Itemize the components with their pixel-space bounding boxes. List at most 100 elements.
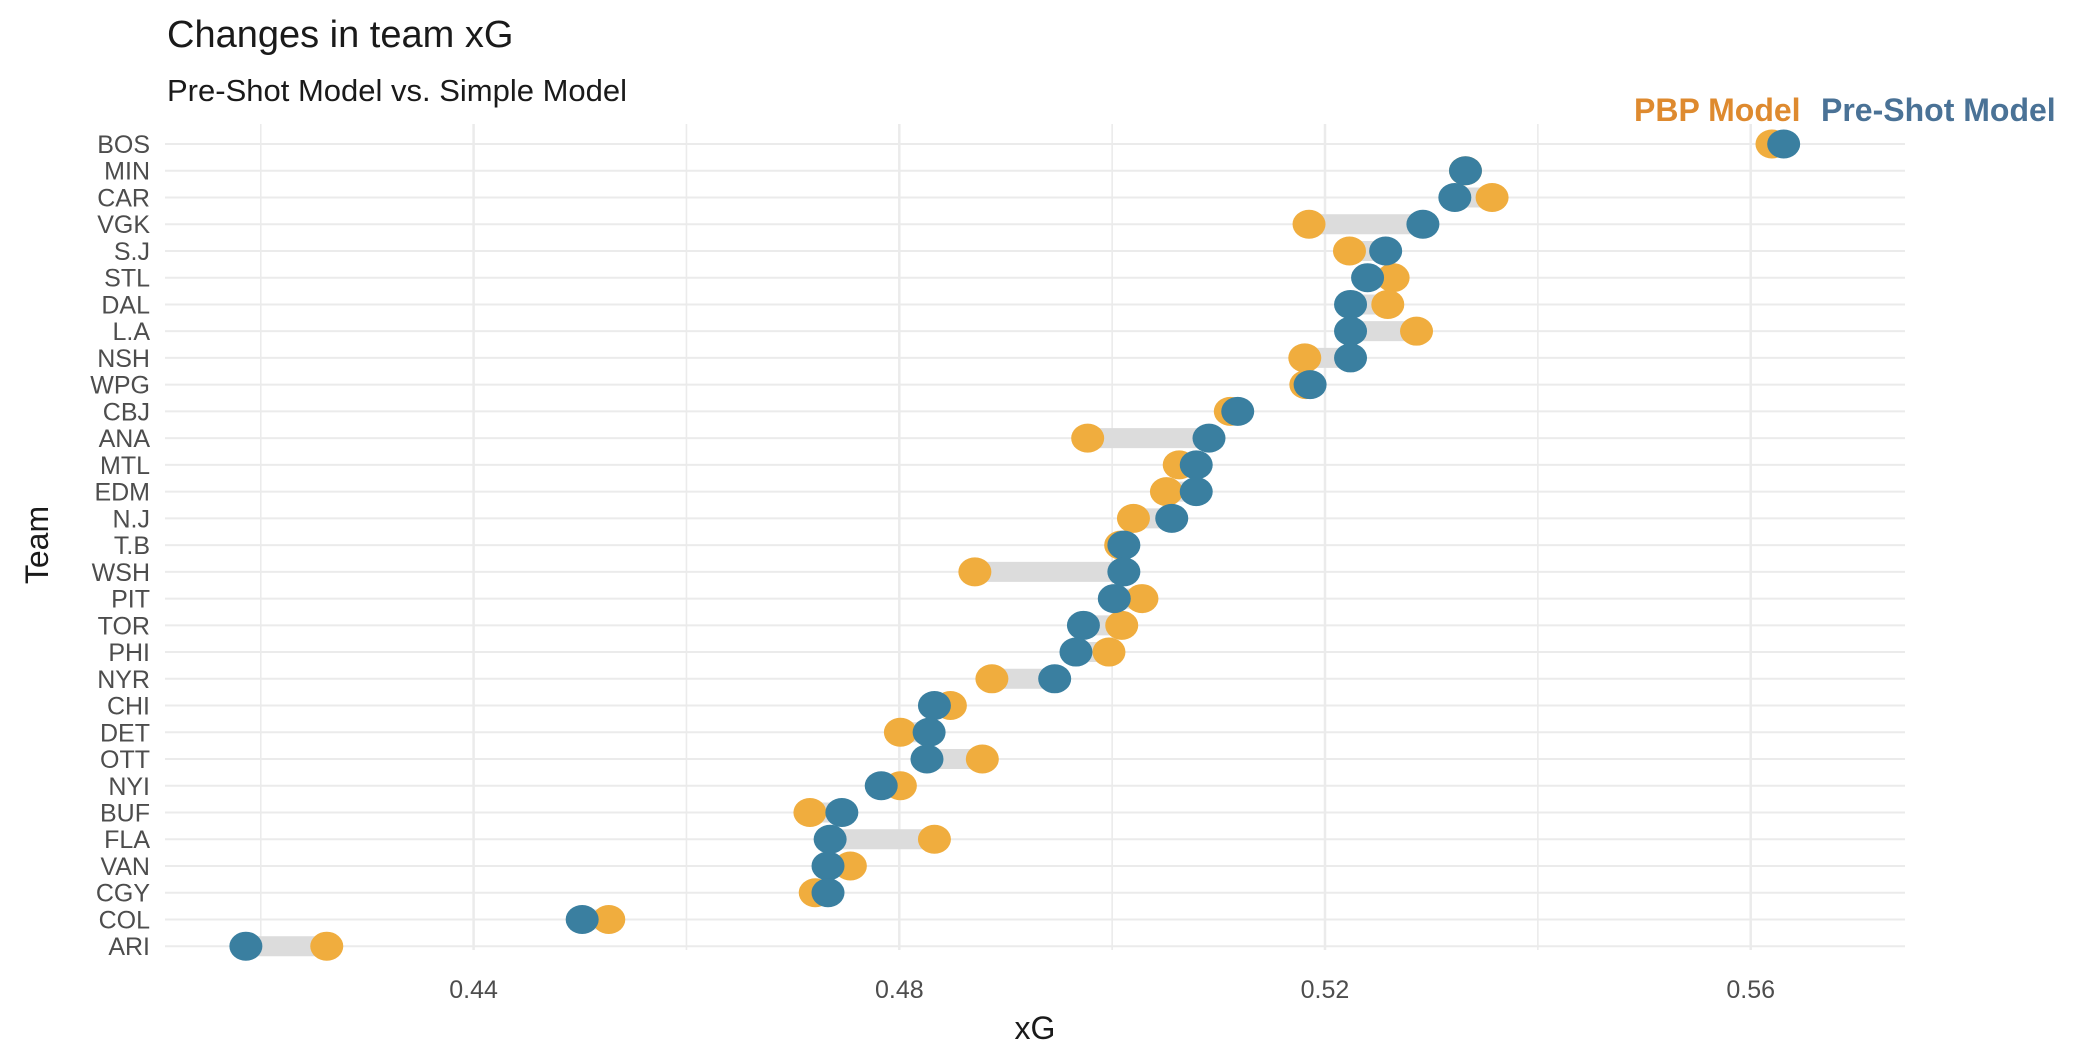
y-axis-tick-labels: BOSMINCARVGKS.JSTLDALL.ANSHWPGCBJANAMTLE…	[90, 131, 150, 961]
pbp-model-point	[958, 557, 992, 587]
pbp-model-point	[917, 824, 951, 854]
pre-shot-model-point	[1406, 209, 1440, 239]
pre-shot-model-point	[1369, 236, 1403, 266]
pre-shot-model-point	[1351, 263, 1385, 293]
y-tick-label: NSH	[97, 345, 150, 373]
y-tick-label: CAR	[97, 184, 150, 212]
pbp-model-point	[975, 664, 1009, 694]
pre-shot-model-point	[1293, 370, 1327, 400]
pre-shot-model-point	[910, 744, 944, 774]
pre-shot-model-point	[1192, 423, 1226, 453]
pbp-model-point	[883, 717, 917, 747]
pbp-model-point	[1105, 610, 1139, 640]
x-tick-label: 0.56	[1726, 976, 1775, 1004]
y-tick-label: EDM	[94, 479, 150, 507]
y-tick-label: STL	[104, 265, 150, 293]
pbp-model-point	[1092, 637, 1126, 667]
pbp-model-point	[1149, 477, 1183, 507]
y-tick-label: PHI	[108, 639, 150, 667]
pre-shot-model-point	[1221, 396, 1255, 426]
pre-shot-model-point	[1767, 129, 1801, 159]
y-tick-label: MIN	[104, 158, 150, 186]
y-tick-label: DET	[100, 719, 150, 747]
pre-shot-model-point	[1107, 530, 1141, 560]
pbp-model-point	[965, 744, 999, 774]
pre-shot-model-point	[1334, 289, 1368, 319]
pre-shot-model-point	[1066, 610, 1100, 640]
y-tick-label: COL	[99, 906, 151, 934]
pbp-model-point	[1332, 236, 1366, 266]
y-tick-label: FLA	[104, 826, 150, 854]
y-tick-label: NYI	[108, 773, 150, 801]
y-tick-label: CBJ	[103, 398, 150, 426]
grid-lines	[165, 124, 1905, 950]
legend-entry-pbp-model: PBP Model	[1634, 92, 1801, 128]
y-tick-label: N.J	[113, 505, 151, 533]
pbp-model-point	[1071, 423, 1105, 453]
pre-shot-model-point	[1107, 557, 1141, 587]
pre-shot-model-point	[1448, 156, 1482, 186]
pbp-model-point	[1371, 289, 1405, 319]
y-tick-label: OTT	[100, 746, 150, 774]
y-tick-label: TOR	[98, 612, 150, 640]
y-tick-label: VAN	[100, 853, 150, 881]
y-tick-label: WPG	[90, 372, 150, 400]
y-tick-label: CGY	[96, 880, 151, 908]
pre-shot-model-point	[1179, 450, 1213, 480]
y-tick-label: MTL	[100, 452, 150, 480]
y-tick-label: L.A	[112, 318, 150, 346]
x-tick-label: 0.48	[875, 976, 924, 1004]
y-tick-label: WSH	[92, 559, 150, 587]
pbp-model-point	[1376, 263, 1410, 293]
pre-shot-model-point	[917, 691, 951, 721]
pbp-model-point	[1288, 343, 1322, 373]
pre-shot-model-point	[1179, 477, 1213, 507]
y-tick-label: ANA	[99, 425, 151, 453]
pre-shot-model-point	[1334, 343, 1368, 373]
x-tick-label: 0.44	[449, 976, 498, 1004]
chart-subtitle: Pre-Shot Model vs. Simple Model	[167, 73, 627, 108]
pbp-model-point	[592, 904, 626, 934]
pre-shot-model-point	[811, 878, 845, 908]
pbp-model-point	[1400, 316, 1434, 346]
legend-entry-pre-shot-model: Pre-Shot Model	[1821, 92, 2056, 128]
y-tick-label: ARI	[108, 933, 150, 961]
x-axis-tick-labels: 0.44 0.48 0.52 0.56	[449, 976, 1775, 1004]
pre-shot-model-point	[1438, 182, 1472, 212]
pre-shot-model-point	[813, 824, 847, 854]
x-tick-label: 0.52	[1301, 976, 1350, 1004]
pre-shot-model-point	[1059, 637, 1093, 667]
y-tick-label: BUF	[100, 800, 150, 828]
pbp-model-point	[793, 798, 827, 827]
y-tick-label: NYR	[97, 666, 150, 694]
pre-shot-model-point	[229, 931, 263, 961]
pbp-model-point	[1475, 182, 1509, 212]
y-tick-label: CHI	[107, 693, 150, 721]
pre-shot-model-point	[864, 771, 898, 801]
y-tick-label: DAL	[101, 291, 150, 319]
pre-shot-model-point	[811, 851, 845, 881]
pbp-model-point	[1292, 209, 1326, 239]
pbp-model-point	[310, 931, 344, 961]
pre-shot-model-point	[1097, 584, 1131, 614]
pre-shot-model-points	[229, 129, 1801, 961]
y-tick-label: VGK	[97, 211, 150, 239]
y-tick-label: BOS	[97, 131, 150, 159]
y-tick-label: T.B	[114, 532, 150, 560]
pre-shot-model-point	[1038, 664, 1072, 694]
pre-shot-model-point	[1155, 503, 1189, 533]
chart-title: Changes in team xG	[167, 14, 513, 56]
pre-shot-model-point	[565, 904, 599, 934]
pbp-model-point	[1116, 503, 1150, 533]
y-tick-label: PIT	[111, 586, 150, 614]
y-tick-label: S.J	[114, 238, 150, 266]
y-axis-label: Team	[19, 506, 55, 584]
pre-shot-model-point	[825, 798, 859, 827]
legend: PBP Model Pre-Shot Model	[1634, 92, 2056, 128]
pbp-model-point	[1125, 584, 1159, 614]
pre-shot-model-point	[1334, 316, 1368, 346]
pre-shot-model-point	[912, 717, 946, 747]
x-axis-label: xG	[1015, 1010, 1056, 1046]
